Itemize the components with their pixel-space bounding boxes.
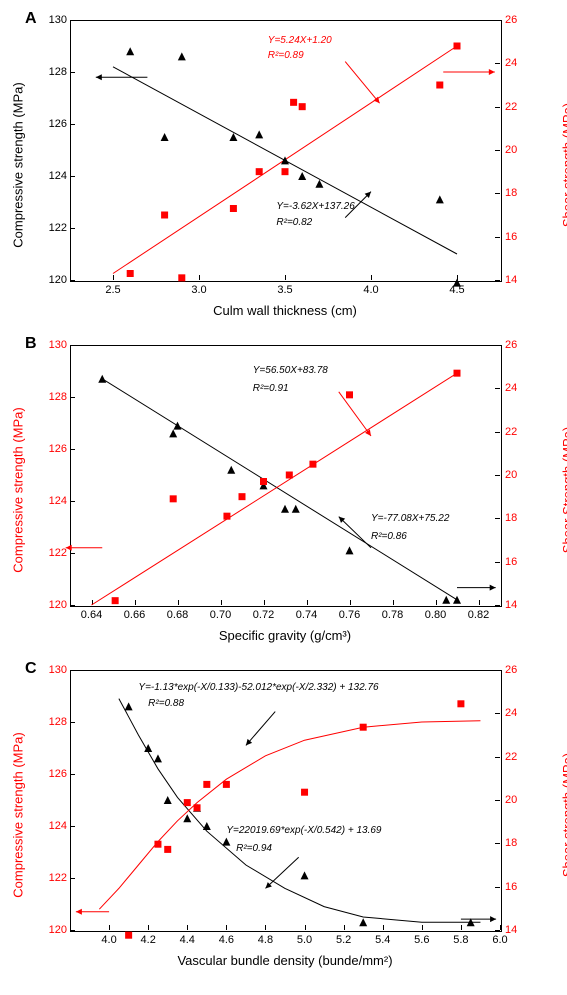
- equation-text: R²=0.82: [276, 217, 312, 228]
- equation-text: Y=22019.69*exp(-X/0.542) + 13.69: [226, 825, 381, 836]
- equation-text: R²=0.86: [371, 531, 407, 542]
- y2-axis-label: Shear strength (MPa): [560, 103, 567, 227]
- equation-text: Y=-3.62X+137.26: [276, 201, 354, 212]
- y2-axis-label: Shear Strength (MPa): [560, 427, 567, 553]
- equation-text: Y=-1.13*exp(-X/0.133)-52.012*exp(-X/2.33…: [138, 682, 378, 693]
- plot-svg: [10, 335, 557, 645]
- equation-text: Y=56.50X+83.78: [253, 365, 328, 376]
- chart-container: ACompressive strength (MPa)Shear strengt…: [10, 10, 557, 970]
- panel-C: CCompressive strength (MPa)Shear strengt…: [10, 660, 557, 970]
- equation-text: R²=0.88: [148, 698, 184, 709]
- panel-A: ACompressive strength (MPa)Shear strengt…: [10, 10, 557, 320]
- equation-text: R²=0.94: [236, 843, 272, 854]
- equation-text: R²=0.91: [253, 383, 289, 394]
- plot-svg: [10, 660, 557, 970]
- panel-B: BCompressive strength (MPa)Shear Strengt…: [10, 335, 557, 645]
- equation-text: Y=-77.08X+75.22: [371, 513, 449, 524]
- equation-text: R²=0.89: [268, 50, 304, 61]
- equation-text: Y=5.24X+1.20: [268, 35, 332, 46]
- y2-axis-label: Shear strength (MPa): [560, 753, 567, 877]
